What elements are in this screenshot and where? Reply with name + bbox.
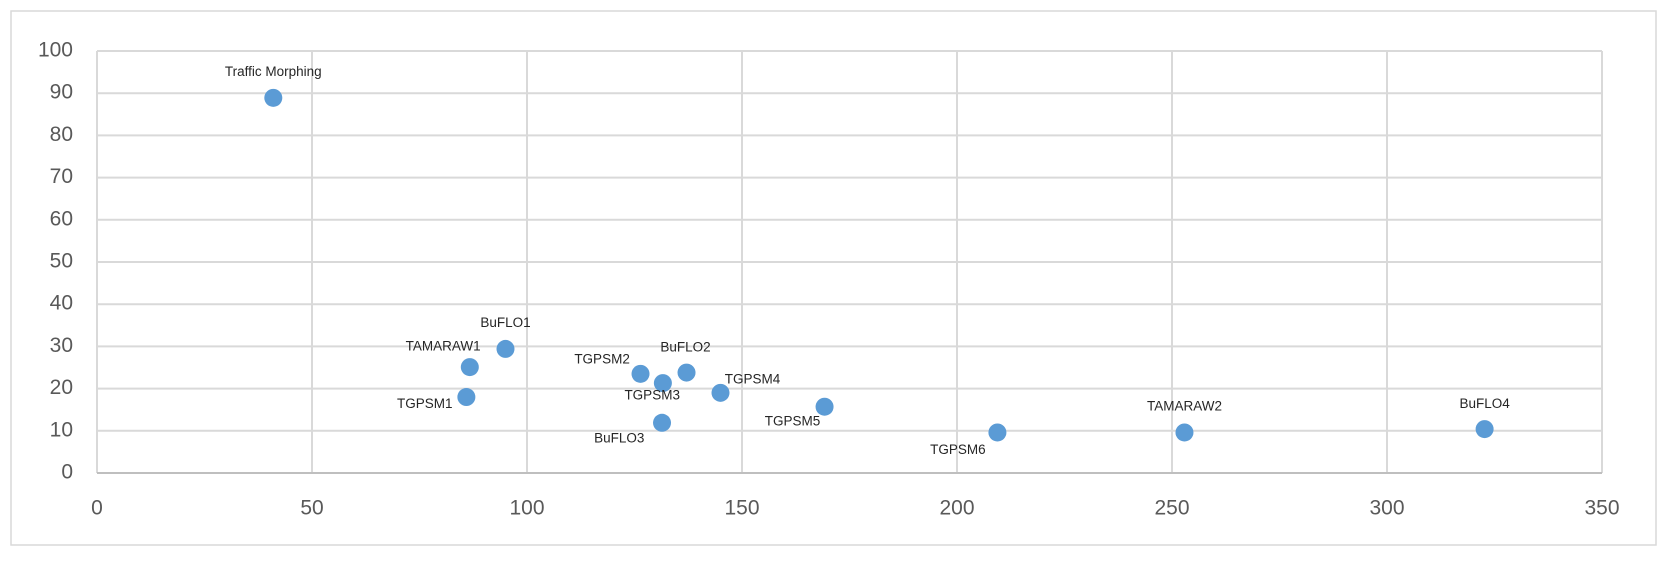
x-tick-label: 350 — [1584, 497, 1619, 520]
y-tick-label: 50 — [50, 250, 73, 273]
x-tick-label: 300 — [1369, 497, 1404, 520]
point-label: TGPSM4 — [725, 372, 781, 387]
point-label: Traffic Morphing — [225, 64, 322, 79]
point — [653, 413, 672, 432]
x-tick-label: 50 — [300, 497, 323, 520]
x-tick-label: 0 — [91, 497, 103, 520]
x-tick-label: 250 — [1154, 497, 1189, 520]
point — [711, 383, 730, 402]
y-tick-label: 0 — [61, 461, 73, 484]
point-label: TGPSM1 — [397, 396, 453, 411]
point — [653, 374, 672, 393]
y-tick-label: 70 — [50, 165, 73, 188]
y-tick-label: 100 — [38, 39, 73, 62]
chart-border — [10, 10, 1657, 546]
point — [1175, 423, 1194, 442]
point — [496, 339, 515, 358]
point-label: BuFLO4 — [1459, 396, 1510, 411]
y-tick-label: 90 — [50, 81, 73, 104]
x-tick-label: 150 — [724, 497, 759, 520]
point — [1475, 420, 1494, 439]
point-label: BuFLO3 — [594, 430, 644, 445]
x-tick-label: 200 — [939, 497, 974, 520]
point — [815, 397, 834, 416]
point — [264, 88, 283, 107]
y-tick-label: 60 — [50, 207, 73, 230]
point-label: TGPSM6 — [930, 442, 986, 457]
point-label: TGPSM2 — [574, 352, 630, 367]
y-tick-label: 80 — [50, 123, 73, 146]
point-label: TAMARAW1 — [406, 338, 481, 353]
y-tick-label: 20 — [50, 376, 73, 399]
point — [460, 358, 479, 377]
point-label: BuFLO1 — [480, 315, 530, 330]
point — [677, 363, 696, 382]
point — [631, 364, 650, 383]
point-label: TGPSM3 — [624, 387, 680, 402]
point-label: BuFLO2 — [660, 340, 710, 355]
x-tick-label: 100 — [509, 497, 544, 520]
point-label: TGPSM5 — [765, 413, 821, 428]
y-tick-label: 40 — [50, 292, 73, 315]
point — [988, 423, 1007, 442]
y-tick-label: 10 — [50, 418, 73, 441]
point-label: TAMARAW2 — [1147, 398, 1222, 413]
point — [457, 388, 476, 407]
y-tick-label: 30 — [50, 334, 73, 357]
